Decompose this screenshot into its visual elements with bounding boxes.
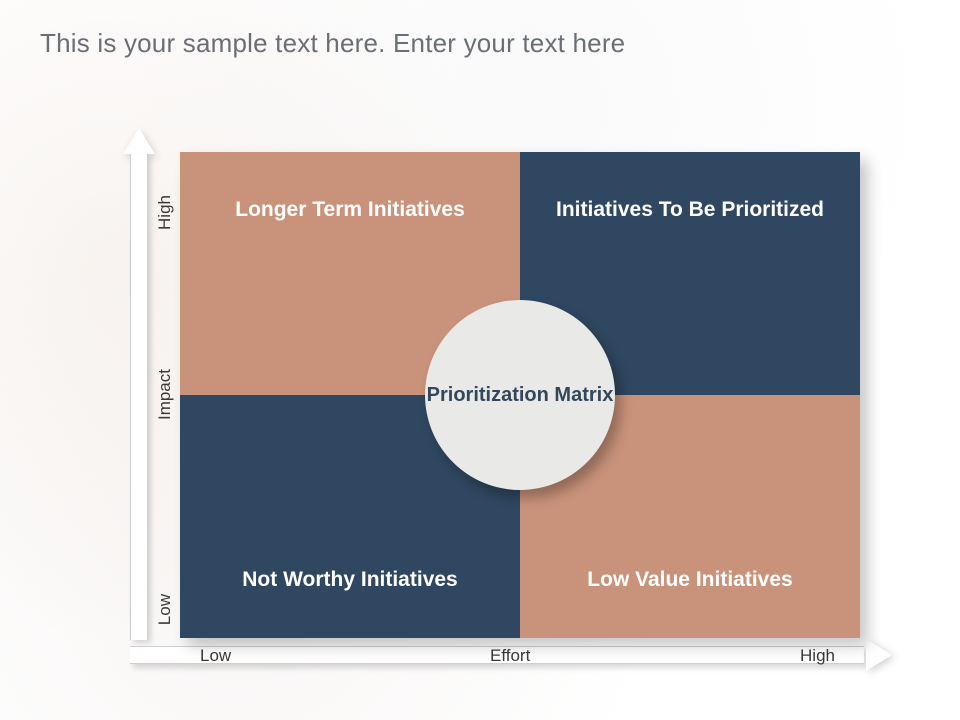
x-axis-title: Effort bbox=[490, 646, 530, 666]
center-circle-label: Prioritization Matrix bbox=[427, 382, 614, 408]
page-title: This is your sample text here. Enter you… bbox=[40, 28, 625, 59]
center-circle: Prioritization Matrix bbox=[425, 300, 615, 490]
x-axis-high-label: High bbox=[800, 646, 835, 666]
y-axis-high-label: High bbox=[155, 195, 175, 230]
quadrant-label: Not Worthy Initiatives bbox=[242, 566, 457, 594]
prioritization-matrix: Low Impact High Low Effort High Longer T… bbox=[130, 130, 890, 670]
arrow-up-icon bbox=[123, 128, 155, 154]
y-axis-low-label: Low bbox=[155, 594, 175, 625]
arrow-right-icon bbox=[866, 639, 892, 671]
quadrant-label: Low Value Initiatives bbox=[587, 566, 792, 594]
quadrant-label: Initiatives To Be Prioritized bbox=[556, 196, 824, 224]
y-axis-arrow bbox=[130, 130, 148, 640]
y-axis-shaft bbox=[130, 154, 148, 640]
x-axis-low-label: Low bbox=[200, 646, 231, 666]
y-axis-title: Impact bbox=[155, 369, 175, 420]
quadrant-label: Longer Term Initiatives bbox=[235, 196, 465, 224]
quadrant-grid: Longer Term Initiatives Initiatives To B… bbox=[180, 152, 860, 638]
